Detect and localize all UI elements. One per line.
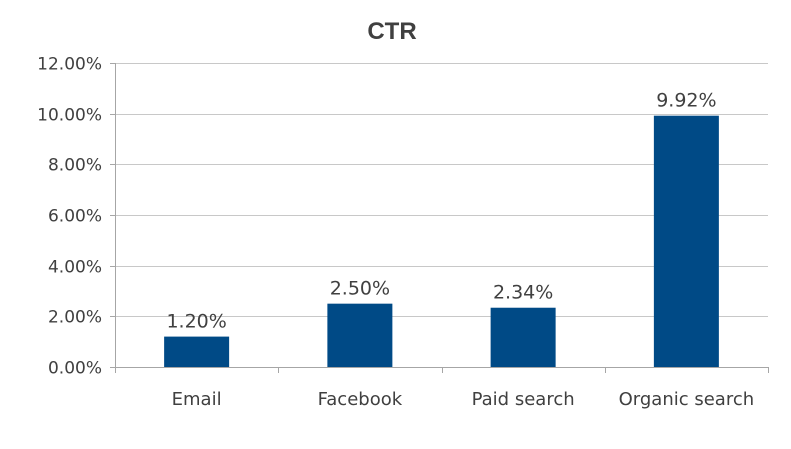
y-tick-label: 8.00% (48, 156, 102, 176)
category-label: Facebook (318, 389, 403, 410)
y-tick-label: 4.00% (48, 258, 102, 278)
category-label: Paid search (472, 389, 575, 410)
category-label: Email (172, 389, 222, 410)
category-label: Organic search (619, 389, 755, 410)
data-label: 9.92% (656, 90, 716, 112)
y-tick-label: 12.00% (37, 55, 102, 75)
bar (490, 307, 556, 367)
bar (164, 336, 230, 367)
chart-title: CTR (367, 18, 416, 45)
bar (653, 115, 719, 368)
data-label: 1.20% (166, 311, 226, 333)
y-tick-label: 2.00% (48, 308, 102, 328)
bars (164, 115, 719, 368)
data-label: 2.34% (493, 282, 553, 304)
axes (110, 63, 769, 373)
y-tick-label: 0.00% (48, 359, 102, 379)
y-axis-ticks: 0.00% 2.00% 4.00% 6.00% 8.00% 10.00% 12.00% (37, 55, 102, 379)
y-tick-label: 6.00% (48, 207, 102, 227)
data-labels: 1.20% 2.50% 2.34% 9.92% (166, 90, 716, 333)
data-label: 2.50% (330, 278, 390, 300)
bar (327, 303, 393, 367)
x-axis-categories: Email Facebook Paid search Organic search (172, 389, 754, 410)
y-tick-label: 10.00% (37, 106, 102, 126)
